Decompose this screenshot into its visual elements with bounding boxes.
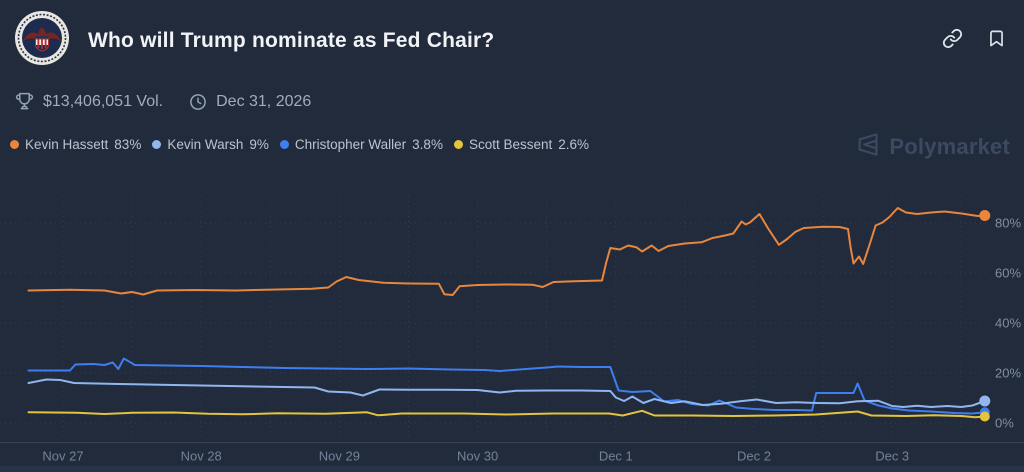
svg-text:Dec 2: Dec 2 bbox=[737, 449, 771, 464]
legend-item-kevin-hassett[interactable]: Kevin Hassett 83% bbox=[10, 137, 141, 152]
svg-text:Nov 28: Nov 28 bbox=[181, 449, 222, 464]
svg-text:Nov 29: Nov 29 bbox=[319, 449, 360, 464]
legend-value: 9% bbox=[249, 137, 269, 152]
legend-name: Christopher Waller bbox=[294, 137, 407, 152]
chart-legend: Kevin Hassett 83% Kevin Warsh 9% Christo… bbox=[10, 137, 589, 152]
legend-name: Scott Bessent bbox=[468, 137, 553, 152]
svg-text:20%: 20% bbox=[995, 366, 1021, 381]
polymarket-logo-icon bbox=[854, 131, 881, 163]
bookmark-icon bbox=[987, 28, 1006, 52]
legend-item-kevin-warsh[interactable]: Kevin Warsh 9% bbox=[152, 137, 269, 152]
series-dot-icon bbox=[453, 140, 463, 149]
legend-value: 3.8% bbox=[412, 137, 443, 152]
page-title: Who will Trump nominate as Fed Chair? bbox=[88, 29, 495, 52]
legend-name: Kevin Warsh bbox=[167, 137, 244, 152]
legend-value: 2.6% bbox=[558, 137, 590, 152]
copy-link-button[interactable] bbox=[940, 26, 965, 54]
market-stats: $13,406,051 Vol. Dec 31, 2026 bbox=[15, 92, 311, 111]
legend-item-christopher-waller[interactable]: Christopher Waller 3.8% bbox=[279, 137, 443, 152]
svg-text:0%: 0% bbox=[995, 416, 1014, 431]
watermark-text: Polymarket bbox=[889, 134, 1010, 159]
series-dot-icon bbox=[10, 140, 19, 149]
end-date-value: Dec 31, 2026 bbox=[216, 92, 312, 110]
federal-reserve-seal-icon bbox=[15, 11, 69, 65]
svg-text:40%: 40% bbox=[995, 316, 1021, 331]
series-dot-icon bbox=[279, 140, 289, 149]
svg-text:Nov 27: Nov 27 bbox=[42, 449, 83, 464]
market-logo bbox=[14, 10, 70, 66]
header-actions bbox=[940, 26, 1008, 54]
legend-value: 83% bbox=[114, 137, 142, 152]
svg-text:Dec 1: Dec 1 bbox=[599, 449, 633, 464]
clock-icon bbox=[189, 93, 207, 111]
svg-text:80%: 80% bbox=[995, 216, 1021, 231]
link-icon bbox=[942, 28, 963, 52]
next-section-edge bbox=[0, 466, 1024, 472]
legend-name: Kevin Hassett bbox=[25, 137, 109, 152]
bookmark-button[interactable] bbox=[985, 26, 1008, 54]
series-dot-icon bbox=[152, 140, 162, 149]
legend-item-scott-bessent[interactable]: Scott Bessent 2.6% bbox=[453, 137, 590, 152]
trophy-icon bbox=[15, 92, 34, 111]
volume-value: $13,406,051 Vol. bbox=[43, 92, 164, 110]
polymarket-watermark: Polymarket bbox=[854, 131, 1010, 163]
svg-text:60%: 60% bbox=[995, 266, 1021, 281]
svg-text:Dec 3: Dec 3 bbox=[875, 449, 909, 464]
svg-text:Nov 30: Nov 30 bbox=[457, 449, 498, 464]
